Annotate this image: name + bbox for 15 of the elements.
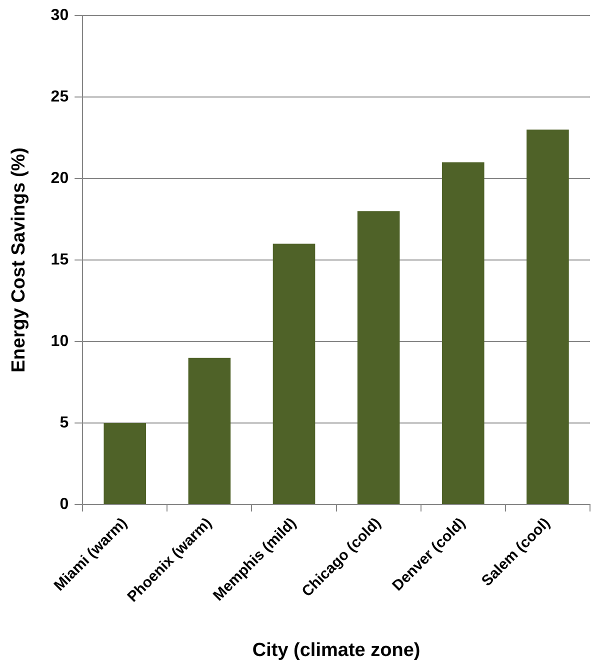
y-axis-title: Energy Cost Savings (%): [8, 148, 30, 372]
y-tick-label: 20: [50, 170, 69, 187]
y-tick-label: 30: [50, 7, 69, 24]
y-tick-label: 5: [60, 414, 69, 432]
bar: [442, 162, 484, 504]
y-tick-label: 25: [50, 88, 69, 106]
bar: [272, 244, 316, 504]
y-tick-label: 0: [60, 496, 69, 513]
bar: [188, 358, 231, 504]
bar: [526, 130, 569, 504]
x-axis-title: City (climate zone): [252, 640, 420, 661]
bar: [104, 423, 146, 504]
bar: [357, 211, 400, 504]
y-tick-label: 10: [50, 332, 69, 350]
y-tick-label: 15: [50, 251, 69, 268]
